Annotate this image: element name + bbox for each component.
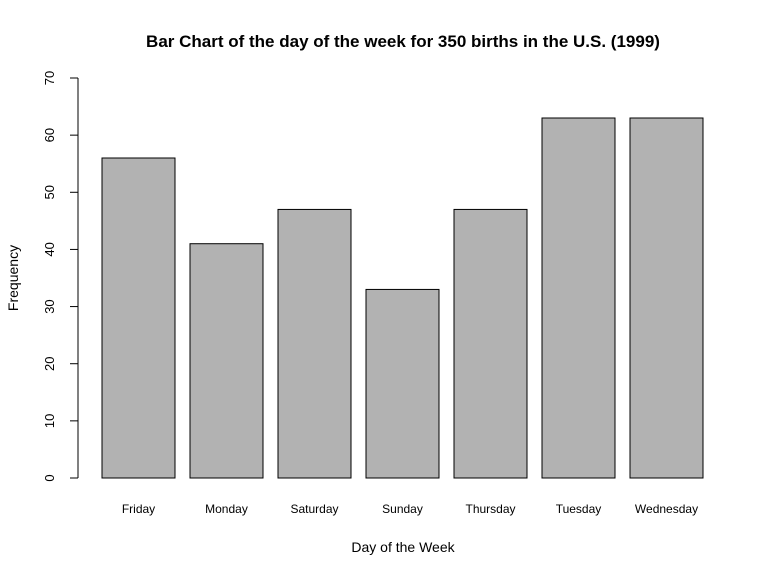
bar-thursday <box>453 208 528 479</box>
bar-friday <box>101 157 176 479</box>
y-tick-label: 0 <box>42 474 57 481</box>
y-axis: 0 10 20 30 40 50 60 70 <box>42 71 79 482</box>
x-tick-label: Wednesday <box>635 502 698 516</box>
x-category-labels: Friday Monday Saturday Sunday Thursday Tuesda… <box>122 502 698 516</box>
y-tick-label: 60 <box>42 128 57 142</box>
y-tick-label: 40 <box>42 242 57 256</box>
x-tick-label: Sunday <box>382 502 423 516</box>
bar-wednesday <box>629 117 704 479</box>
chart-title: Bar Chart of the day of the week for 350… <box>146 32 660 51</box>
x-tick-label: Friday <box>122 502 155 516</box>
bar-saturday <box>277 208 352 479</box>
bar-sunday <box>365 288 440 479</box>
bar-tuesday <box>541 117 616 479</box>
bar-monday <box>189 243 264 479</box>
y-tick-label: 70 <box>42 71 57 85</box>
x-axis-label: Day of the Week <box>351 539 455 555</box>
x-tick-label: Thursday <box>465 502 515 516</box>
x-tick-label: Monday <box>205 502 248 516</box>
bars-group <box>101 117 704 479</box>
x-tick-label: Saturday <box>290 502 338 516</box>
y-tick-label: 20 <box>42 356 57 370</box>
y-tick-label: 50 <box>42 185 57 199</box>
y-tick-label: 10 <box>42 414 57 428</box>
x-tick-label: Tuesday <box>556 502 602 516</box>
y-tick-label: 30 <box>42 299 57 313</box>
y-axis-label: Frequency <box>5 245 21 311</box>
